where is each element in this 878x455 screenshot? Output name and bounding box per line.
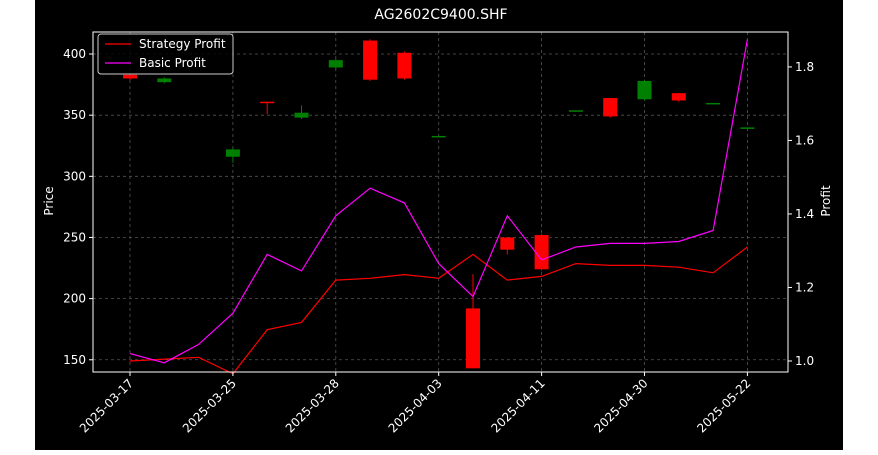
y-tick-label-left: 150 [63, 353, 86, 367]
candle-body [328, 60, 343, 68]
candle-body [123, 74, 137, 79]
candle-body [225, 149, 240, 157]
candle-body [466, 308, 480, 369]
legend-label-basic: Basic Profit [139, 56, 206, 70]
y-tick-label-left: 350 [63, 108, 86, 122]
plot-frame [92, 31, 789, 373]
y-tick-label-left: 200 [63, 292, 86, 306]
candle-body [603, 98, 618, 117]
right-axis-ticks: 1.0 1.2 1.4 1.6 1.8 [788, 60, 814, 368]
legend-label-strategy: Strategy Profit [139, 37, 226, 51]
candle-body [637, 80, 652, 100]
x-tick-label: 2025-03-28 [283, 376, 342, 435]
y-tick-label-left: 300 [63, 169, 86, 183]
y-axis-label-left: Price [42, 186, 56, 215]
candle-body [363, 40, 378, 80]
candle-body [431, 135, 446, 138]
chart-figure: AG2602C9400.SHF 150 200 250 300 350 400 1.0 1.… [35, 0, 843, 450]
chart-title: AG2602C9400.SHF [374, 7, 507, 23]
candle-body [568, 110, 583, 112]
series-line [129, 39, 748, 364]
grid-lines [93, 32, 788, 372]
x-tick-label: 2025-04-11 [489, 376, 548, 435]
y-axis-label-right: Profit [819, 185, 833, 217]
x-tick-label: 2025-04-30 [591, 376, 650, 435]
candle-body [157, 78, 172, 83]
candle-body [500, 237, 515, 250]
y-tick-label-left: 400 [63, 47, 86, 61]
y-tick-label-left: 250 [63, 230, 86, 244]
y-tick-label-right: 1.4 [795, 207, 814, 221]
candle-body [294, 112, 309, 118]
legend-box [97, 33, 234, 75]
x-tick-label: 2025-04-03 [386, 376, 445, 435]
candle-body [706, 102, 721, 105]
left-axis-ticks: 150 200 250 300 350 400 [63, 47, 93, 367]
candle-body [260, 101, 275, 104]
candle-body [740, 127, 755, 129]
y-tick-label-right: 1.6 [795, 133, 814, 147]
candle-body [671, 93, 686, 101]
chart-legend: Strategy Profit Basic Profit [97, 33, 234, 75]
candle-body [397, 52, 412, 79]
x-tick-label: 2025-03-25 [180, 376, 239, 435]
y-tick-label-right: 1.8 [795, 60, 814, 74]
x-tick-label: 2025-03-17 [77, 376, 136, 435]
candle-body [534, 235, 549, 270]
x-tick-label: 2025-05-22 [694, 376, 753, 435]
y-tick-label-right: 1.2 [795, 280, 814, 294]
candlestick-series [123, 39, 755, 369]
x-axis-ticks: 2025-03-17 2025-03-25 2025-03-28 2025-04-03… [77, 372, 754, 435]
y-tick-label-right: 1.0 [795, 354, 814, 368]
